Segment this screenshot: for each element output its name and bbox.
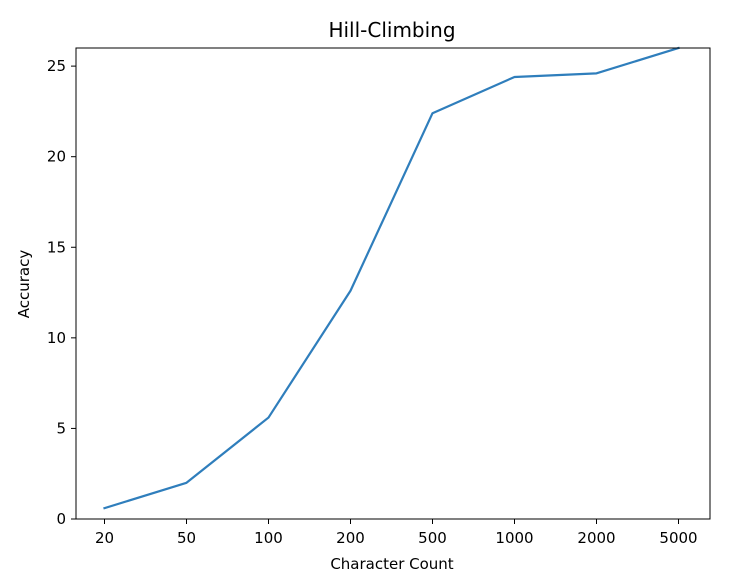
y-axis-label: Accuracy — [15, 250, 33, 319]
y-tick-label: 10 — [47, 329, 66, 347]
x-tick-label: 500 — [418, 529, 447, 547]
y-tick-label: 0 — [56, 510, 66, 528]
x-tick-label: 100 — [254, 529, 283, 547]
y-tick-label: 15 — [47, 238, 66, 256]
plot-area — [103, 46, 680, 510]
x-tick-label: 5000 — [659, 529, 697, 547]
x-tick-label: 20 — [95, 529, 114, 547]
y-axis-ticks: 0 5 10 15 20 25 — [47, 57, 76, 528]
series-line — [103, 46, 680, 510]
x-tick-label: 1000 — [495, 529, 533, 547]
plot-frame — [75, 47, 711, 520]
y-tick-label: 5 — [56, 419, 66, 437]
x-tick-label: 50 — [177, 529, 196, 547]
chart-title: Hill-Climbing — [328, 18, 455, 42]
x-tick-label: 200 — [336, 529, 365, 547]
y-tick-label: 20 — [47, 148, 66, 166]
y-tick-label: 25 — [47, 57, 66, 75]
x-axis-ticks: 20 50 100 200 500 1000 2000 5000 — [95, 519, 698, 547]
x-axis-label: Character Count — [330, 555, 453, 573]
x-tick-label: 2000 — [577, 529, 615, 547]
